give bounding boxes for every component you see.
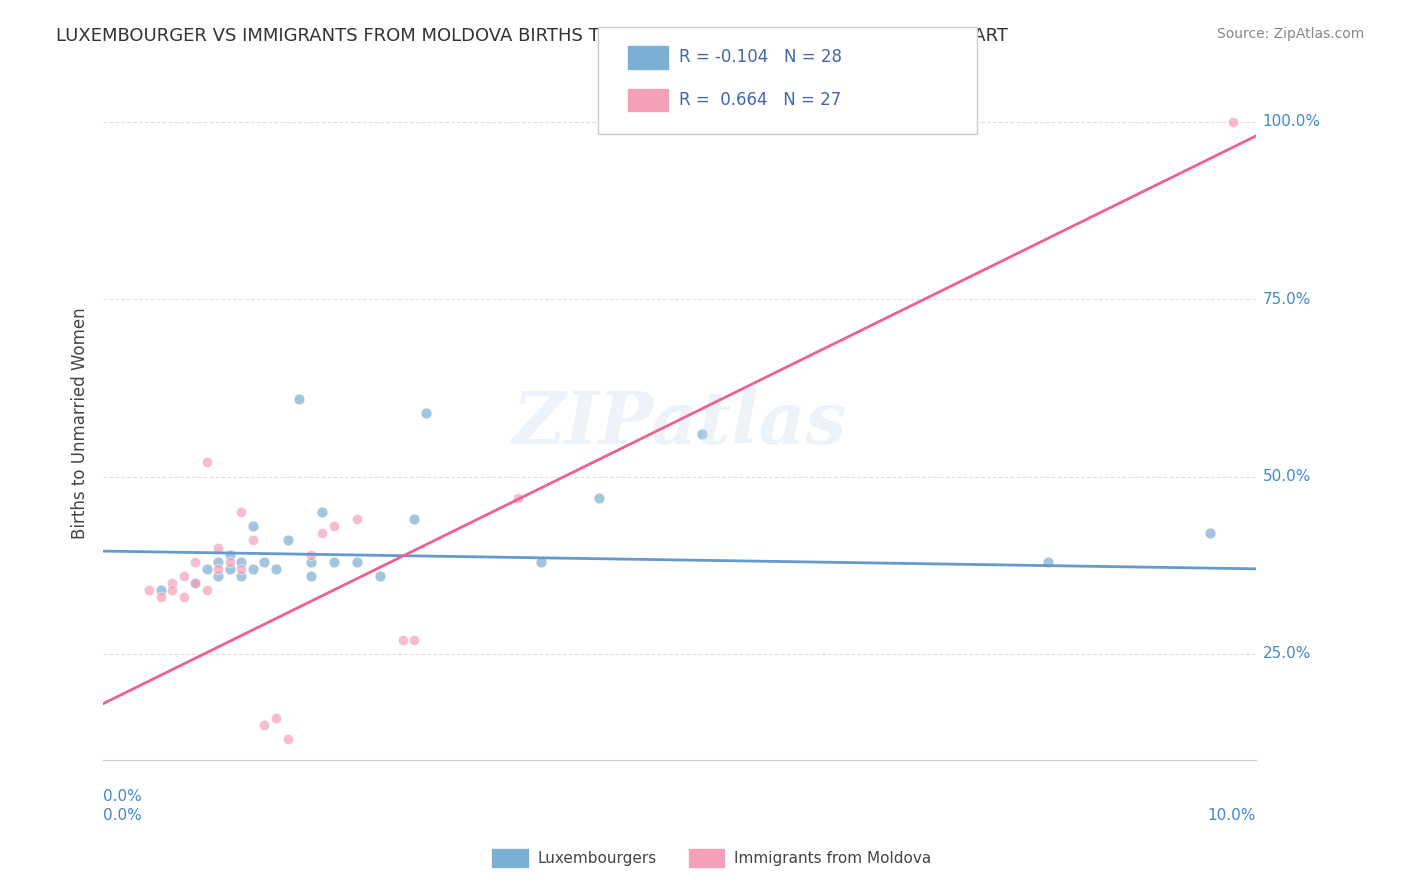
Point [1198, 526, 1220, 541]
Point [692, 427, 714, 442]
Point [506, 491, 529, 505]
Point [346, 512, 368, 526]
Point [231, 562, 253, 576]
Point [1222, 115, 1244, 129]
Point [277, 732, 299, 747]
Point [288, 392, 311, 406]
Point [184, 555, 207, 569]
Point [242, 562, 264, 576]
Point [149, 583, 172, 598]
Text: Immigrants from Moldova: Immigrants from Moldova [734, 851, 931, 865]
Text: 25.0%: 25.0% [1263, 647, 1310, 662]
Point [311, 505, 333, 519]
Point [162, 576, 184, 591]
Point [264, 562, 287, 576]
Text: 0.0%: 0.0% [103, 807, 142, 822]
Point [368, 569, 391, 583]
Text: 0.0%: 0.0% [103, 789, 142, 804]
Text: 100.0%: 100.0% [1263, 114, 1320, 129]
Text: LUXEMBOURGER VS IMMIGRANTS FROM MOLDOVA BIRTHS TO UNMARRIED WOMEN CORRELATION CH: LUXEMBOURGER VS IMMIGRANTS FROM MOLDOVA … [56, 27, 1008, 45]
Point [162, 583, 184, 598]
Text: 50.0%: 50.0% [1263, 469, 1310, 484]
Point [219, 555, 242, 569]
Point [207, 541, 229, 555]
Point [207, 569, 229, 583]
Point [207, 562, 229, 576]
Point [219, 562, 242, 576]
Point [184, 576, 207, 591]
Point [1038, 555, 1060, 569]
Text: R = -0.104   N = 28: R = -0.104 N = 28 [679, 48, 842, 66]
Text: Luxembourgers: Luxembourgers [537, 851, 657, 865]
Text: Source: ZipAtlas.com: Source: ZipAtlas.com [1216, 27, 1364, 41]
Point [299, 555, 322, 569]
Point [588, 491, 610, 505]
Point [253, 718, 276, 732]
Point [184, 576, 207, 591]
Point [195, 455, 218, 469]
Point [173, 591, 195, 605]
Point [322, 519, 344, 533]
Point [391, 632, 413, 647]
Y-axis label: Births to Unmarried Women: Births to Unmarried Women [72, 308, 89, 539]
Point [322, 555, 344, 569]
Point [231, 555, 253, 569]
Text: 10.0%: 10.0% [1208, 807, 1256, 822]
Point [195, 562, 218, 576]
Point [138, 583, 160, 598]
Text: R =  0.664   N = 27: R = 0.664 N = 27 [679, 91, 841, 109]
Point [277, 533, 299, 548]
Point [231, 569, 253, 583]
Point [195, 583, 218, 598]
Point [415, 406, 437, 420]
Point [242, 533, 264, 548]
Point [404, 512, 426, 526]
Point [299, 548, 322, 562]
Point [264, 711, 287, 725]
Point [404, 632, 426, 647]
Point [242, 519, 264, 533]
Point [207, 555, 229, 569]
Point [149, 591, 172, 605]
Point [299, 569, 322, 583]
Point [231, 505, 253, 519]
Point [219, 548, 242, 562]
Point [346, 555, 368, 569]
Point [311, 526, 333, 541]
Point [530, 555, 553, 569]
Text: 75.0%: 75.0% [1263, 292, 1310, 307]
Point [173, 569, 195, 583]
Text: ZIPatlas: ZIPatlas [512, 388, 846, 458]
Point [253, 555, 276, 569]
